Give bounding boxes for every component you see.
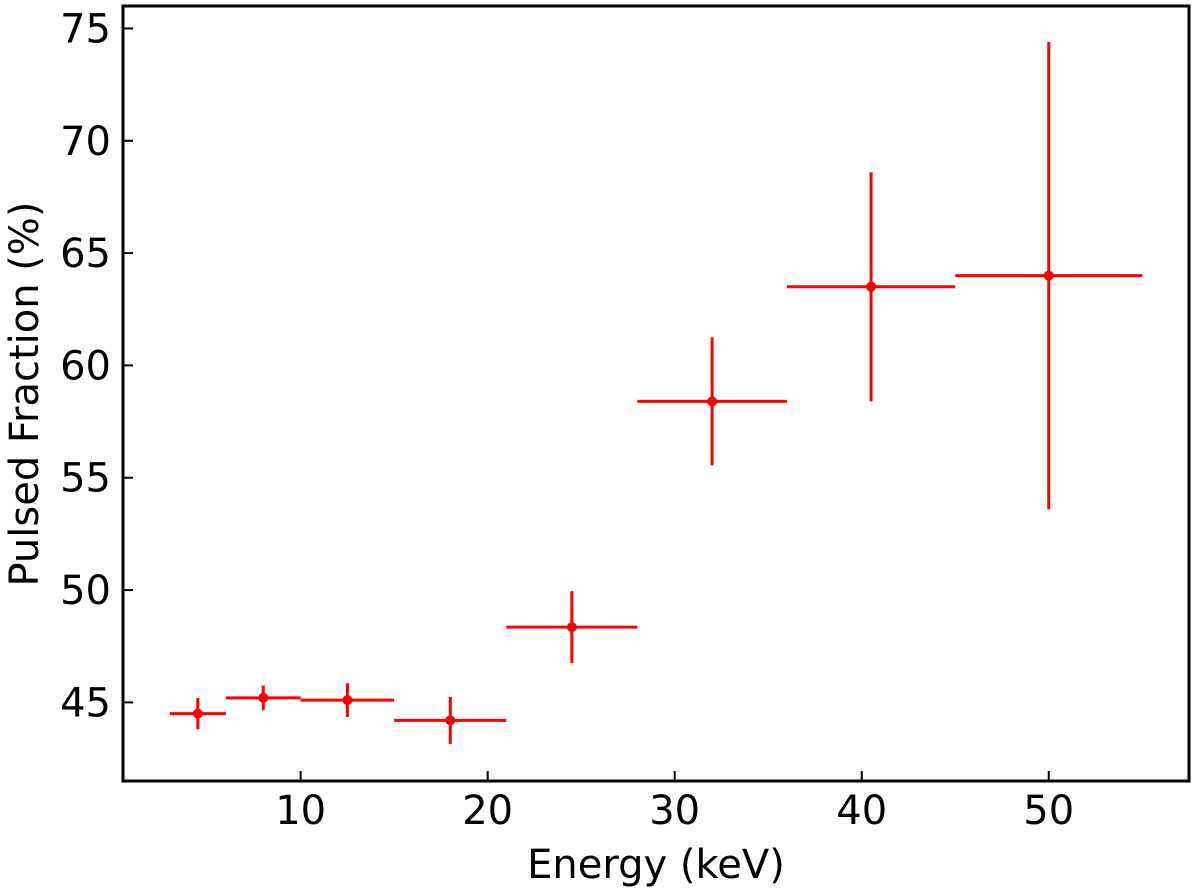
x-tick-label: 20 xyxy=(462,788,513,834)
y-tick-label: 65 xyxy=(60,231,111,277)
plot-frame xyxy=(121,4,1191,783)
y-tick-label: 75 xyxy=(60,6,111,52)
data-point xyxy=(506,591,638,664)
point-marker xyxy=(258,692,269,703)
point-marker xyxy=(866,281,877,292)
x-tick-label: 30 xyxy=(649,788,700,834)
y-tick-label: 70 xyxy=(60,119,111,165)
point-marker xyxy=(566,622,577,633)
y-tick-label: 50 xyxy=(60,568,111,614)
point-marker xyxy=(192,708,203,719)
point-marker xyxy=(707,396,718,407)
point-marker xyxy=(445,715,456,726)
point-marker xyxy=(1043,270,1054,281)
x-axis-label: Energy (keV) xyxy=(527,842,785,888)
data-point xyxy=(225,685,301,711)
data-point xyxy=(169,697,226,730)
x-tick-label: 50 xyxy=(1023,788,1074,834)
data-point xyxy=(637,337,787,466)
y-tick-label: 55 xyxy=(60,456,111,502)
data-point xyxy=(786,172,956,402)
data-layer xyxy=(169,41,1143,744)
y-axis: 45 50 55 60 65 70 75 xyxy=(60,6,133,726)
data-point xyxy=(300,683,395,717)
x-tick-label: 40 xyxy=(836,788,887,834)
y-tick-label: 45 xyxy=(60,680,111,726)
y-tick-label: 60 xyxy=(60,343,111,389)
y-axis-label: Pulsed Fraction (%) xyxy=(2,201,48,586)
x-axis: 10 20 30 40 50 xyxy=(275,771,1074,834)
point-marker xyxy=(342,695,353,706)
x-tick-label: 10 xyxy=(275,788,326,834)
data-point xyxy=(394,696,507,744)
data-point xyxy=(955,41,1143,510)
